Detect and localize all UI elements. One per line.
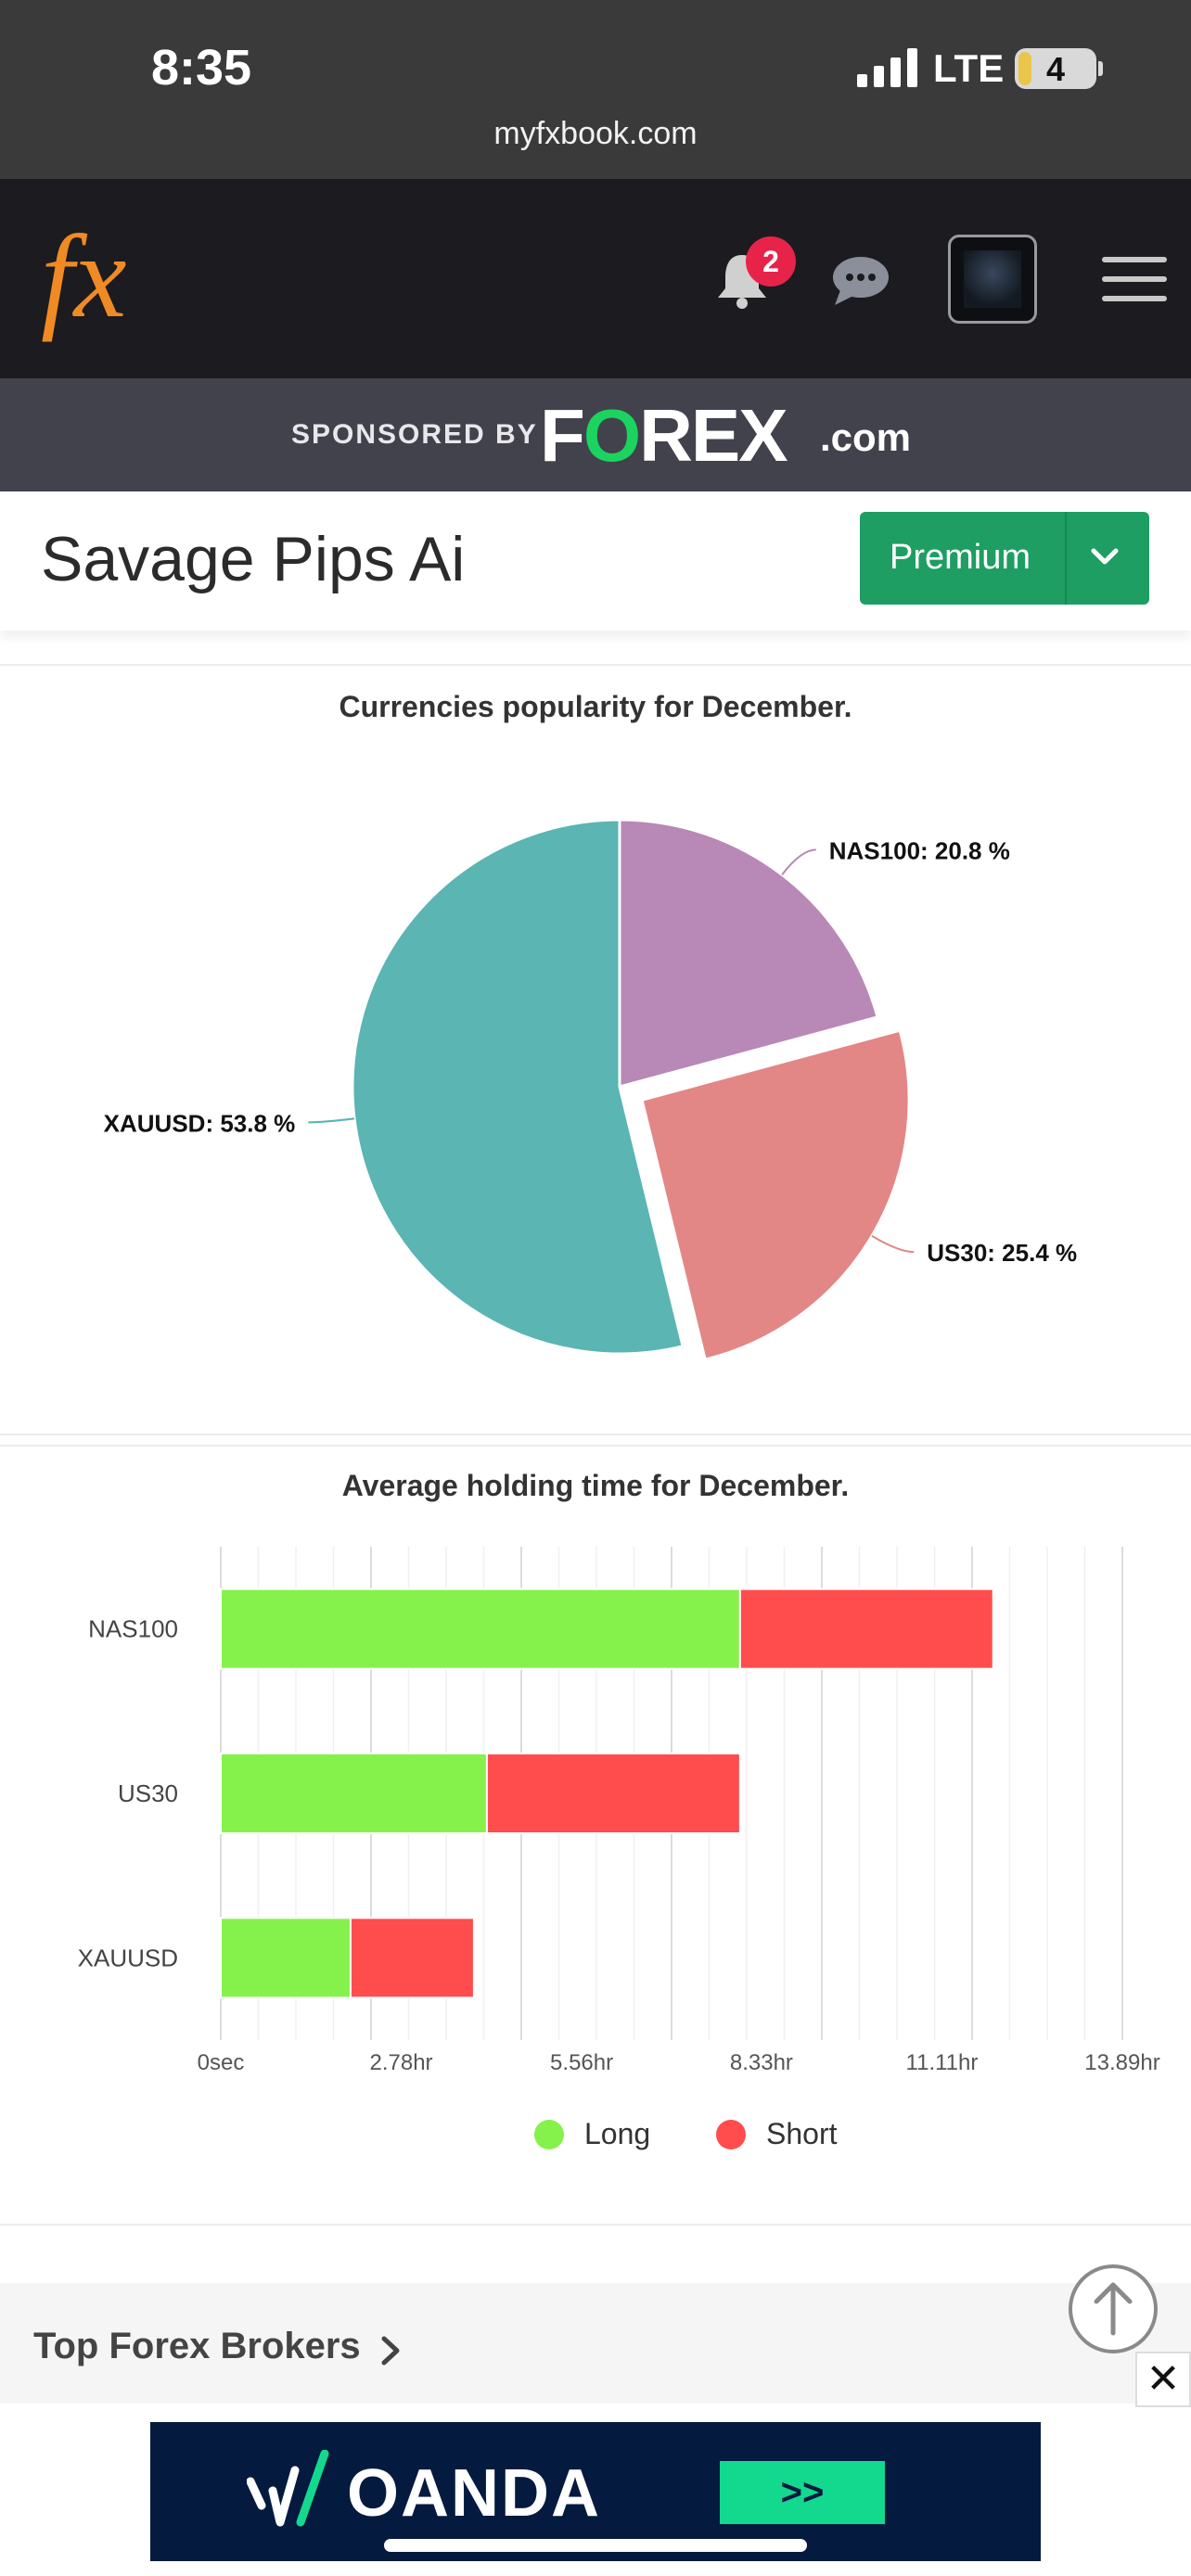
legend-marker-short: [716, 2120, 746, 2149]
bar-long-xauusd[interactable]: [220, 1917, 352, 1999]
top-brokers-row[interactable]: Top Forex Brokers: [0, 2283, 1191, 2404]
menu-icon[interactable]: [1102, 257, 1167, 301]
x-tick-label: 0sec: [198, 2050, 245, 2075]
sponsor-brand-b: REX: [639, 394, 788, 477]
bar-chart: 0sec 2.78hr 5.56hr 8.33hr 11.11hr 13.89hr NAS1…: [78, 1547, 1160, 2150]
pie-leader-xauusd: [308, 1117, 355, 1124]
pie-chart-title: Currencies popularity for December.: [339, 690, 852, 723]
home-indicator[interactable]: [384, 2539, 807, 2552]
pie-leader-nas100: [781, 848, 816, 875]
bar-long-nas100[interactable]: [220, 1588, 741, 1670]
user-avatar[interactable]: [948, 235, 1037, 324]
battery-icon: 4: [1015, 48, 1096, 89]
status-bar: 8:35 LTE 4 myfxbook.com: [0, 0, 1191, 179]
page-title: Savage Pips Ai: [41, 524, 466, 594]
oanda-logo-icon: [247, 2450, 329, 2527]
pie-slice-us30[interactable]: [640, 1028, 911, 1361]
chevron-right-icon: [381, 2336, 400, 2366]
bar-short-nas100[interactable]: [738, 1588, 994, 1670]
x-tick-label: 8.33hr: [730, 2050, 793, 2075]
oanda-ad-banner[interactable]: OANDA >>: [150, 2422, 1041, 2561]
y-category-label: XAUUSD: [78, 1944, 178, 1971]
pie-chart: NAS100: 20.8 % US30: 25.4 % XAUUSD: 53.8 %: [104, 818, 1077, 1361]
premium-divider: [1065, 512, 1067, 605]
legend-label-long[interactable]: Long: [584, 2117, 650, 2150]
url-bar[interactable]: myfxbook.com: [493, 116, 698, 151]
signal-icon: [857, 48, 917, 87]
battery-tip: [1098, 61, 1103, 76]
status-time: 8:35: [151, 40, 252, 96]
avatar-image: [964, 250, 1021, 308]
sponsor-label: SPONSORED BY: [291, 419, 538, 450]
pie-slice-nas100[interactable]: [618, 818, 879, 1089]
bar-chart-title: Average holding time for December.: [341, 1469, 850, 1502]
chat-icon[interactable]: [831, 255, 890, 305]
title-bar: Savage Pips Ai Premium: [0, 491, 1191, 631]
pie-label-xauusd: XAUUSD: 53.8 %: [104, 1109, 296, 1137]
sponsor-brand-o: O: [583, 394, 641, 477]
pie-slice-xauusd[interactable]: [351, 818, 685, 1356]
x-tick-label: 13.89hr: [1084, 2050, 1159, 2075]
bar-chart-card: Average holding time for December. 0sec 2…: [0, 1445, 1191, 2225]
close-ad-button[interactable]: ✕: [1135, 2352, 1191, 2407]
y-category-label: US30: [118, 1779, 178, 1807]
x-tick-label: 5.56hr: [550, 2050, 613, 2075]
oanda-brand: OANDA: [347, 2456, 601, 2531]
logo-text: fx: [41, 210, 126, 342]
y-category-label: NAS100: [88, 1615, 178, 1643]
arrow-up-icon: [1094, 2282, 1133, 2336]
network-type: LTE: [933, 46, 1005, 90]
chevron-down-icon[interactable]: [1088, 543, 1121, 571]
pie-leader-us30: [871, 1234, 915, 1254]
legend-label-short[interactable]: Short: [766, 2117, 838, 2150]
premium-button[interactable]: Premium: [860, 512, 1149, 605]
battery-level: 4: [1045, 50, 1066, 88]
top-brokers-label: Top Forex Brokers: [33, 2326, 361, 2366]
pie-chart-card: Currencies popularity for December. NAS1…: [0, 664, 1191, 1435]
bar-long-us30[interactable]: [220, 1753, 488, 1834]
sponsor-brand-suffix: .com: [820, 415, 912, 459]
app-header: fx 2: [0, 179, 1191, 378]
pie-label-us30: US30: 25.4 %: [927, 1239, 1077, 1267]
ad-cta-button[interactable]: >>: [720, 2461, 885, 2524]
sponsor-banner[interactable]: SPONSORED BY FOREX .com: [0, 378, 1191, 491]
legend-marker-long: [534, 2120, 564, 2149]
premium-label: Premium: [890, 538, 1031, 577]
sponsor-brand: FOREX: [540, 393, 788, 478]
sponsor-brand-a: F: [540, 394, 585, 477]
pie-label-nas100: NAS100: 20.8 %: [829, 836, 1010, 864]
x-tick-label: 2.78hr: [370, 2050, 433, 2075]
x-tick-label: 11.11hr: [906, 2050, 979, 2075]
scroll-to-top-button[interactable]: [1069, 2264, 1158, 2353]
fx-logo[interactable]: fx: [37, 207, 167, 355]
bar-short-xauusd[interactable]: [349, 1917, 475, 1999]
bar-short-us30[interactable]: [485, 1753, 741, 1834]
notification-badge: 2: [746, 236, 796, 287]
